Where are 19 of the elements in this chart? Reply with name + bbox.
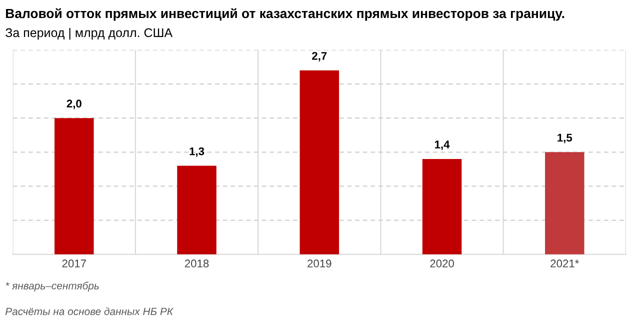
data-label: 2,7 xyxy=(312,52,327,62)
data-label: 1,5 xyxy=(558,134,572,144)
data-label: 2,0 xyxy=(66,100,82,110)
bar xyxy=(54,118,94,254)
text: Расчёты на основе данных НБ РК xyxy=(5,307,174,316)
chart-subtitle: За период | млрд долл. США xyxy=(6,28,173,40)
text: * январь–сентябрь xyxy=(6,282,99,292)
data-label: 1,4 xyxy=(434,140,450,150)
x-tick-label: 2019 xyxy=(308,260,332,268)
x-tick-label: 2021* xyxy=(550,260,579,268)
x-tick-label: 2020 xyxy=(430,260,454,268)
bar xyxy=(177,166,216,254)
x-tick-label: 2017 xyxy=(62,260,86,268)
chart-title: Валовой отток прямых инвестиций от казахстанских прямых инвесторов за границу. xyxy=(6,8,564,21)
x-tick-label: 2018 xyxy=(184,260,209,268)
bar xyxy=(300,70,340,254)
bar xyxy=(422,158,462,254)
bar xyxy=(545,152,584,254)
data-label: 1,3 xyxy=(190,147,204,157)
